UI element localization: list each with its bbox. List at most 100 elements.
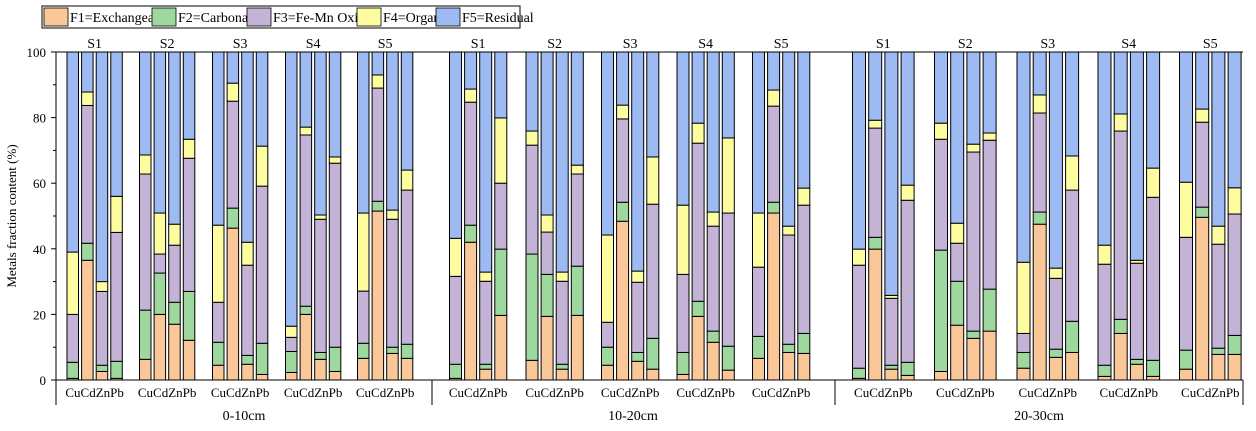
bar-0-10cm-S3-Cd-f2 xyxy=(226,207,240,229)
bar-0-10cm-S1-Cd-f5 xyxy=(81,51,94,93)
bar-10-20cm-S4-Pb-f3 xyxy=(721,212,735,347)
bar-20-30cm-S4-Pb-f1 xyxy=(1146,375,1161,381)
bar-0-10cm-S5-Cu-f1 xyxy=(357,357,370,381)
bar-10-20cm-S4-Cd-f5 xyxy=(691,51,705,124)
bar-20-30cm-S5-Cu-f5 xyxy=(1179,51,1193,183)
bar-20-30cm-S5-Zn-f5 xyxy=(1211,51,1226,227)
bar-0-10cm-S2-Cu-f2 xyxy=(139,309,152,360)
legend-swatch-f5 xyxy=(435,7,461,27)
bar-0-10cm-S5-Pb-f3 xyxy=(400,189,414,345)
bar-0-10cm-S5-Zn-f5 xyxy=(386,51,399,211)
bar-10-20cm-S3-Pb-f4 xyxy=(646,156,660,205)
bar-20-30cm-S3-Zn-f4 xyxy=(1048,267,1063,279)
bar-0-10cm-S2-Pb-f3 xyxy=(182,157,196,292)
metal-labels: CuCdZnPb xyxy=(525,385,584,400)
bar-20-30cm-S2-Cu-f5 xyxy=(934,51,948,124)
bar-10-20cm-S3-Cu-f1 xyxy=(601,364,614,381)
bar-20-30cm-S3-Zn-f1 xyxy=(1048,356,1063,381)
bar-10-20cm-S1-Zn-f1 xyxy=(479,368,493,381)
bar-0-10cm-S3-Cu-f3 xyxy=(212,301,225,343)
bar-10-20cm-S5-Zn-f2 xyxy=(782,343,796,353)
bar-20-30cm-S4-Zn-f2 xyxy=(1129,358,1144,365)
bar-0-10cm-S5-Cd-f1 xyxy=(371,210,385,381)
bar-0-10cm-S3-Pb-f3 xyxy=(255,185,269,344)
bar-10-20cm-S2-Zn-f5 xyxy=(555,51,569,273)
bar-0-10cm-S4-Cd-f2 xyxy=(299,305,313,315)
bar-10-20cm-S5-Cd-f4 xyxy=(767,89,781,107)
bar-10-20cm-S1-Pb-f5 xyxy=(494,51,508,119)
bar-20-30cm-S1-Cd-f3 xyxy=(868,127,883,238)
bar-10-20cm-S3-Zn-f2 xyxy=(631,351,645,362)
bar-0-10cm-S4-Cu-f1 xyxy=(285,371,298,381)
bar-10-20cm-S1-Cd-f1 xyxy=(464,241,478,381)
bar-20-30cm-S3-Zn-f2 xyxy=(1048,348,1063,358)
bar-10-20cm-S1-Pb-f1 xyxy=(494,314,508,381)
site-label: S5 xyxy=(774,37,789,52)
bar-20-30cm-S4-Cd-f1 xyxy=(1113,332,1128,381)
bar-10-20cm-S5-Pb-f3 xyxy=(797,204,811,334)
bar-10-20cm-S2-Cd-f2 xyxy=(540,273,554,317)
bar-20-30cm-S4-Cu-f4 xyxy=(1097,244,1112,265)
bar-10-20cm-S3-Cd-f1 xyxy=(616,220,630,381)
bar-10-20cm-S1-Pb-f3 xyxy=(494,182,508,250)
bar-20-30cm-S5-Cu-f2 xyxy=(1179,349,1193,370)
legend-swatch-f2 xyxy=(151,7,177,27)
bar-10-20cm-S3-Cu-f4 xyxy=(601,234,614,323)
bar-0-10cm-S1-Zn-f3 xyxy=(95,290,109,366)
bar-20-30cm-S2-Zn-f4 xyxy=(966,143,981,153)
bar-0-10cm-S3-Zn-f3 xyxy=(241,264,254,356)
bar-10-20cm-S3-Cd-f4 xyxy=(616,104,630,120)
bar-20-30cm-S1-Cd-f2 xyxy=(868,236,883,250)
bar-0-10cm-S5-Pb-f4 xyxy=(400,169,414,191)
bar-10-20cm-S3-Pb-f2 xyxy=(646,337,660,370)
bar-20-30cm-S3-Cd-f5 xyxy=(1032,51,1047,96)
y-axis-title: Metals fraction content (%) xyxy=(4,144,19,287)
legend-swatch-f3 xyxy=(246,7,272,27)
bar-10-20cm-S4-Zn-f2 xyxy=(706,330,720,343)
bar-10-20cm-S3-Pb-f1 xyxy=(646,368,660,381)
bar-0-10cm-S2-Cd-f4 xyxy=(153,212,167,255)
site-label: S5 xyxy=(378,37,393,52)
bar-10-20cm-S3-Zn-f1 xyxy=(631,360,645,381)
bar-20-30cm-S3-Pb-f2 xyxy=(1065,320,1080,353)
bar-10-20cm-S4-Cu-f1 xyxy=(676,373,690,381)
bar-20-30cm-S4-Cu-f2 xyxy=(1097,364,1112,377)
site-label: S3 xyxy=(1040,37,1055,52)
bar-20-30cm-S4-Zn-f1 xyxy=(1129,363,1144,381)
bar-10-20cm-S1-Zn-f3 xyxy=(479,280,493,365)
bar-0-10cm-S5-Zn-f4 xyxy=(386,209,399,220)
bar-0-10cm-S5-Cu-f5 xyxy=(357,51,370,214)
site-label: S1 xyxy=(471,37,486,52)
bar-20-30cm-S2-Pb-f2 xyxy=(982,288,997,332)
bar-20-30cm-S1-Cd-f5 xyxy=(868,51,883,121)
bar-20-30cm-S1-Pb-f3 xyxy=(900,199,915,363)
bar-20-30cm-S5-Zn-f3 xyxy=(1211,243,1226,349)
bar-10-20cm-S1-Cu-f2 xyxy=(449,363,462,379)
bar-0-10cm-S1-Pb-f4 xyxy=(110,195,123,233)
bar-10-20cm-S3-Cd-f5 xyxy=(616,51,630,106)
bar-10-20cm-S1-Zn-f4 xyxy=(479,271,493,282)
bar-0-10cm-S5-Zn-f1 xyxy=(386,352,399,381)
metal-labels: CuCdZnPb xyxy=(211,385,270,400)
bar-20-30cm-S5-Cu-f3 xyxy=(1179,236,1193,351)
bar-10-20cm-S2-Pb-f4 xyxy=(570,164,584,175)
legend-swatch-f4 xyxy=(356,7,382,27)
site-label: S2 xyxy=(160,37,175,52)
bar-20-30cm-S3-Cd-f1 xyxy=(1032,223,1047,381)
bar-20-30cm-S1-Cu-f4 xyxy=(852,248,866,266)
bar-0-10cm-S1-Cd-f1 xyxy=(81,259,94,381)
bar-10-20cm-S1-Cd-f4 xyxy=(464,88,478,103)
bar-0-10cm-S4-Zn-f3 xyxy=(314,218,327,353)
bar-0-10cm-S1-Zn-f5 xyxy=(95,51,109,283)
bar-10-20cm-S5-Zn-f1 xyxy=(782,351,796,381)
y-tick-label: 80 xyxy=(33,111,46,126)
bar-0-10cm-S3-Cu-f4 xyxy=(212,224,225,303)
bar-0-10cm-S1-Cu-f5 xyxy=(66,51,79,253)
bar-0-10cm-S1-Zn-f4 xyxy=(95,281,109,292)
y-tick-label: 60 xyxy=(33,176,46,191)
bar-10-20cm-S4-Zn-f3 xyxy=(706,225,720,332)
bar-0-10cm-S2-Pb-f5 xyxy=(182,51,196,140)
legend-label-f4: F4=Organic xyxy=(383,11,451,26)
bar-20-30cm-S4-Cd-f4 xyxy=(1113,113,1128,132)
